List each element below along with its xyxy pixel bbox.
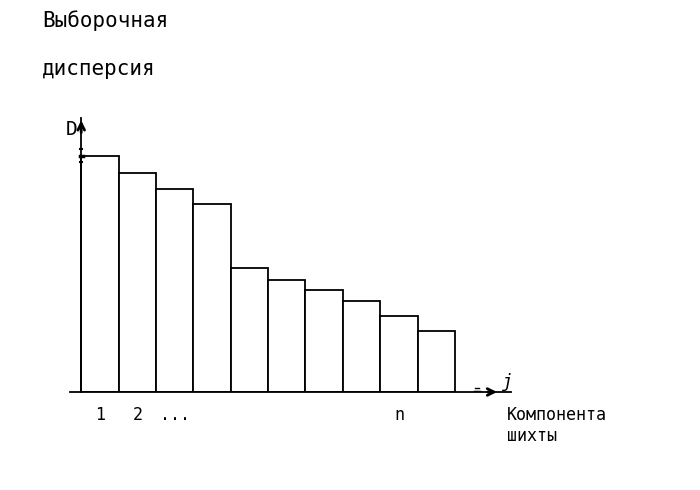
Text: дисперсия: дисперсия bbox=[42, 59, 155, 79]
Text: Компонента
шихты: Компонента шихты bbox=[508, 406, 608, 445]
Bar bbox=[418, 331, 455, 392]
Bar bbox=[118, 173, 156, 392]
Text: D: D bbox=[66, 121, 78, 139]
Bar bbox=[156, 189, 193, 392]
Text: Выборочная: Выборочная bbox=[42, 10, 168, 30]
Bar bbox=[343, 300, 380, 392]
Bar bbox=[81, 156, 118, 392]
Text: ...: ... bbox=[160, 406, 190, 424]
Text: 1: 1 bbox=[95, 406, 105, 424]
Text: j: j bbox=[502, 373, 512, 391]
Text: n: n bbox=[394, 406, 404, 424]
Bar bbox=[380, 316, 418, 392]
Bar bbox=[305, 291, 343, 392]
Bar bbox=[231, 268, 268, 392]
Bar bbox=[268, 280, 305, 392]
Text: 2: 2 bbox=[132, 406, 142, 424]
Bar bbox=[193, 204, 231, 392]
